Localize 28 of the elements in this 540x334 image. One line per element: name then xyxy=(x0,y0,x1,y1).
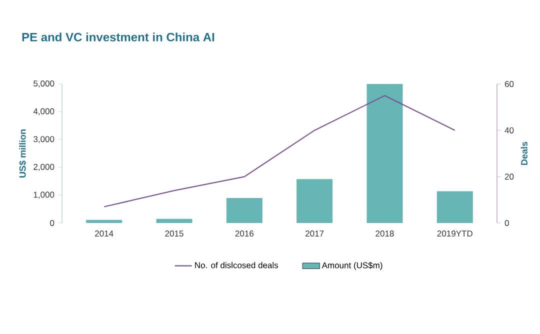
bar xyxy=(156,218,192,223)
y-tick-label: 2,000 xyxy=(34,164,54,171)
chart-title: PE and VC investment in China AI xyxy=(22,32,214,42)
bar xyxy=(436,191,473,223)
x-tick-label: 2014 xyxy=(95,230,114,237)
x-tick-label: 2017 xyxy=(306,230,324,237)
y-tick-label: 3,000 xyxy=(34,136,54,144)
x-tick-label: 2018 xyxy=(376,230,394,237)
y-axis-title: US$ million xyxy=(18,130,26,178)
legend-label: Amount (US$m) xyxy=(322,262,382,270)
x-tick-label: 2015 xyxy=(165,230,184,237)
x-tick-label: 2016 xyxy=(235,230,254,237)
y-tick-label: 1,000 xyxy=(34,192,54,199)
bar xyxy=(366,84,403,223)
y2-tick-label: 40 xyxy=(504,127,514,134)
y2-axis-title: Deals xyxy=(520,142,528,165)
y2-tick-label: 0 xyxy=(504,220,509,226)
bar xyxy=(86,220,122,223)
bar xyxy=(226,198,262,223)
bar xyxy=(296,179,333,223)
y2-tick-label: 60 xyxy=(504,80,514,87)
y-tick-label: 5,000 xyxy=(34,80,54,88)
x-tick-label: 2019YTD xyxy=(437,230,472,237)
line-series xyxy=(104,95,456,208)
y2-tick-label: 20 xyxy=(504,174,514,180)
y-tick-label: 0 xyxy=(50,220,54,226)
legend-label: No. of dislcosed deals xyxy=(195,262,278,268)
y-tick-label: 4,000 xyxy=(33,108,54,116)
